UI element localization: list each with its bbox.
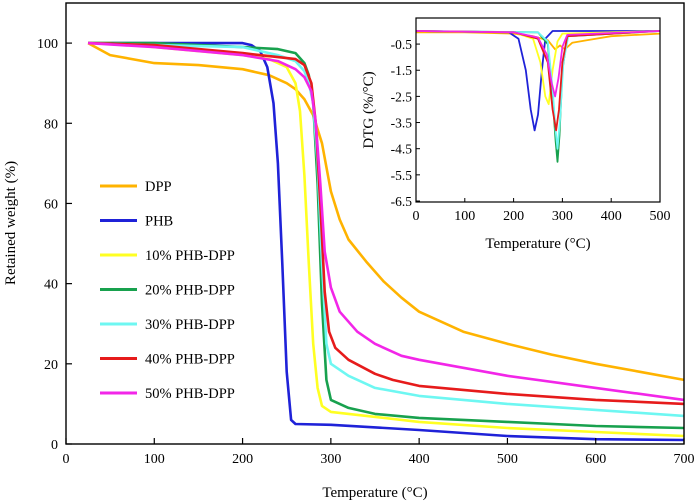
inset-y-tick-label: -0.5 bbox=[391, 37, 413, 52]
inset-y-axis-label: DTG (%/°C) bbox=[361, 71, 377, 148]
inset-x-tick-label: 100 bbox=[454, 209, 475, 224]
inset-series-line-phb bbox=[415, 30, 660, 132]
y-tick-label: 60 bbox=[44, 197, 58, 212]
inset-y-tick-label: -3.5 bbox=[391, 116, 413, 131]
x-tick-label: 100 bbox=[144, 452, 165, 467]
series-line-20-phb-dpp bbox=[88, 41, 685, 430]
main-y-axis-label: Retained weight (%) bbox=[3, 161, 19, 285]
y-tick-label: 0 bbox=[51, 438, 58, 453]
inset-x-tick-label: 400 bbox=[601, 209, 622, 224]
series-line-phb bbox=[88, 41, 685, 442]
legend-label-40-phb-dpp: 40% PHB-DPP bbox=[145, 352, 235, 368]
series-line-dpp bbox=[87, 41, 685, 382]
main-tga-plot: 0 100 200 300 400 500 600 700 0 20 40 60 80 100 Tempe… bbox=[3, 2, 695, 501]
inset-y-tick-label: -1.5 bbox=[391, 63, 413, 78]
y-tick-label: 80 bbox=[44, 117, 58, 132]
x-tick-label: 500 bbox=[497, 452, 518, 467]
legend-label-phb: PHB bbox=[145, 214, 173, 230]
inset-plot-frame bbox=[415, 17, 661, 203]
x-tick-label: 200 bbox=[232, 452, 253, 467]
inset-x-tick-label: 500 bbox=[650, 209, 671, 224]
legend-label-20-phb-dpp: 20% PHB-DPP bbox=[145, 283, 235, 299]
y-tick-label: 40 bbox=[44, 278, 58, 293]
inset-y-tick-label: -2.5 bbox=[391, 89, 413, 104]
legend-label-30-phb-dpp: 30% PHB-DPP bbox=[145, 317, 235, 333]
inset-series-line-dpp bbox=[416, 31, 661, 51]
inset-y-tick-label: -6.5 bbox=[391, 194, 413, 209]
inset-y-tick-label: -4.5 bbox=[391, 142, 413, 157]
legend: DPP PHB 10% PHB-DPP 20% PHB-DPP 30% PHB-DPP 4… bbox=[100, 179, 235, 402]
main-plot-frame bbox=[65, 2, 685, 445]
x-tick-label: 400 bbox=[409, 452, 430, 467]
inset-x-tick-label: 300 bbox=[552, 209, 573, 224]
x-tick-label: 0 bbox=[63, 452, 70, 467]
x-tick-label: 600 bbox=[585, 452, 606, 467]
inset-x-tick-label: 0 bbox=[413, 209, 420, 224]
x-tick-label: 300 bbox=[320, 452, 341, 467]
inset-series-line-30-phb-dpp bbox=[415, 30, 661, 150]
x-tick-label: 700 bbox=[674, 452, 695, 467]
legend-label-dpp: DPP bbox=[145, 179, 172, 195]
inset-y-tick-label: -5.5 bbox=[391, 168, 413, 183]
inset-series-line-50-phb-dpp bbox=[415, 30, 661, 98]
legend-label-50-phb-dpp: 50% PHB-DPP bbox=[145, 386, 235, 402]
series-line-40-phb-dpp bbox=[88, 41, 685, 406]
main-x-axis-label: Temperature (°C) bbox=[322, 485, 427, 501]
dtg-inset-plot: 0 100 200 300 400 500 -0.5 -1.5 -2.5 -3.5 -4.5 -5.5… bbox=[361, 17, 671, 252]
y-tick-label: 20 bbox=[44, 358, 58, 373]
series-line-50-phb-dpp bbox=[88, 41, 685, 402]
inset-x-tick-label: 200 bbox=[503, 209, 524, 224]
inset-x-axis-label: Temperature (°C) bbox=[485, 236, 590, 252]
y-tick-label: 100 bbox=[37, 37, 58, 52]
legend-label-10-phb-dpp: 10% PHB-DPP bbox=[145, 248, 235, 264]
